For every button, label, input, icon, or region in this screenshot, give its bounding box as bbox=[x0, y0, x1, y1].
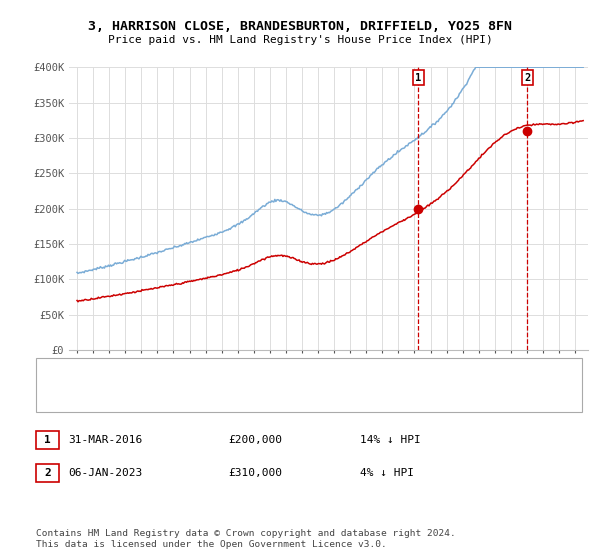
Text: 3, HARRISON CLOSE, BRANDESBURTON, DRIFFIELD, YO25 8FN: 3, HARRISON CLOSE, BRANDESBURTON, DRIFFI… bbox=[88, 20, 512, 32]
Text: ——: —— bbox=[48, 366, 65, 380]
Text: 14% ↓ HPI: 14% ↓ HPI bbox=[360, 435, 421, 445]
Text: Price paid vs. HM Land Registry's House Price Index (HPI): Price paid vs. HM Land Registry's House … bbox=[107, 35, 493, 45]
Text: 2: 2 bbox=[44, 468, 51, 478]
Text: 1: 1 bbox=[415, 73, 422, 83]
Text: 2: 2 bbox=[524, 73, 530, 83]
Text: 1: 1 bbox=[44, 435, 51, 445]
Text: 06-JAN-2023: 06-JAN-2023 bbox=[68, 468, 142, 478]
Text: 3, HARRISON CLOSE, BRANDESBURTON, DRIFFIELD, YO25 8FN (detached house): 3, HARRISON CLOSE, BRANDESBURTON, DRIFFI… bbox=[91, 368, 511, 379]
Text: £310,000: £310,000 bbox=[228, 468, 282, 478]
Text: HPI: Average price, detached house, East Riding of Yorkshire: HPI: Average price, detached house, East… bbox=[91, 391, 451, 402]
Text: ——: —— bbox=[48, 390, 65, 404]
Text: 31-MAR-2016: 31-MAR-2016 bbox=[68, 435, 142, 445]
Text: Contains HM Land Registry data © Crown copyright and database right 2024.
This d: Contains HM Land Registry data © Crown c… bbox=[36, 529, 456, 549]
Text: 4% ↓ HPI: 4% ↓ HPI bbox=[360, 468, 414, 478]
Text: £200,000: £200,000 bbox=[228, 435, 282, 445]
